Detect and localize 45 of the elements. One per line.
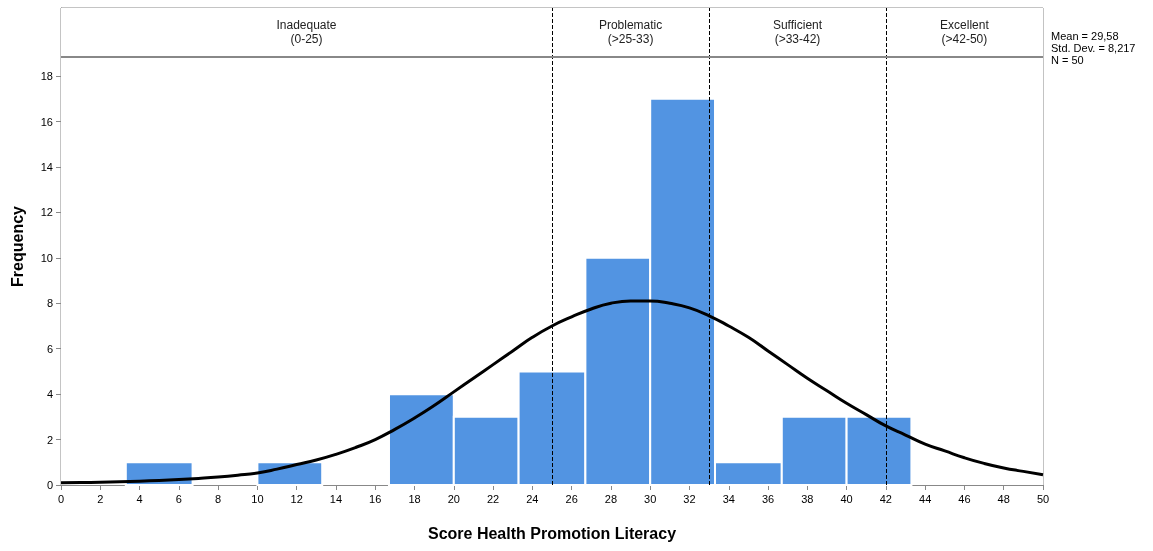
y-tick-label: 16 — [40, 115, 53, 128]
x-tick-label: 36 — [761, 492, 775, 505]
x-tick-label: 24 — [526, 492, 539, 505]
band-label: Sufficient (>33-42) — [772, 18, 823, 46]
x-tick-label: 14 — [329, 492, 343, 505]
x-tick-label: 44 — [919, 492, 932, 505]
x-tick-label: 30 — [644, 492, 657, 505]
y-tick-label: 14 — [40, 161, 53, 173]
x-tick-label: 18 — [408, 492, 421, 505]
x-tick-label: 32 — [683, 492, 696, 505]
x-tick-label: 26 — [565, 492, 578, 505]
y-tick-label: 4 — [46, 388, 53, 401]
x-tick-label: 2 — [97, 492, 104, 505]
x-tick-label: 6 — [175, 492, 182, 505]
band-label: Excellent (>42-50) — [940, 18, 990, 46]
x-tick-label: 4 — [136, 492, 143, 505]
x-tick-label: 20 — [447, 492, 460, 505]
x-tick-label: 38 — [801, 492, 814, 505]
y-tick-label: 12 — [40, 206, 53, 219]
text: N = 50 — [1051, 54, 1085, 66]
band-label: Inadequate (0-25) — [276, 18, 337, 46]
text: Std. Dev. = 8,217 — [1051, 42, 1136, 54]
x-tick-label: 8 — [215, 492, 222, 505]
x-tick-label: 16 — [369, 492, 382, 505]
x-tick-label: 50 — [1036, 492, 1050, 505]
x-tick-label: 10 — [251, 492, 264, 505]
y-axis-title: Frequency — [8, 205, 26, 287]
x-tick-label: 42 — [879, 492, 893, 505]
y-tick-label: 18 — [40, 70, 53, 83]
band-label: Problematic (>25-33) — [598, 18, 663, 46]
x-tick-label: 28 — [604, 492, 618, 505]
x-axis-title: Score Health Promotion Literacy — [427, 524, 677, 542]
x-tick-label: 0 — [57, 492, 65, 505]
x-tick-label: 46 — [958, 492, 971, 505]
y-tick-label: 0 — [46, 479, 53, 491]
y-tick-label: 2 — [46, 433, 53, 446]
x-tick-label: 12 — [290, 492, 303, 505]
text: Mean = 29,58 — [1051, 30, 1120, 42]
x-tick-label: 34 — [722, 492, 735, 505]
x-tick-label: 22 — [486, 492, 500, 505]
y-tick-label: 8 — [46, 297, 53, 310]
x-tick-label: 40 — [840, 492, 853, 505]
x-tick-label: 48 — [997, 492, 1010, 505]
y-tick-label: 6 — [46, 342, 53, 355]
y-tick-label: 10 — [40, 251, 53, 264]
